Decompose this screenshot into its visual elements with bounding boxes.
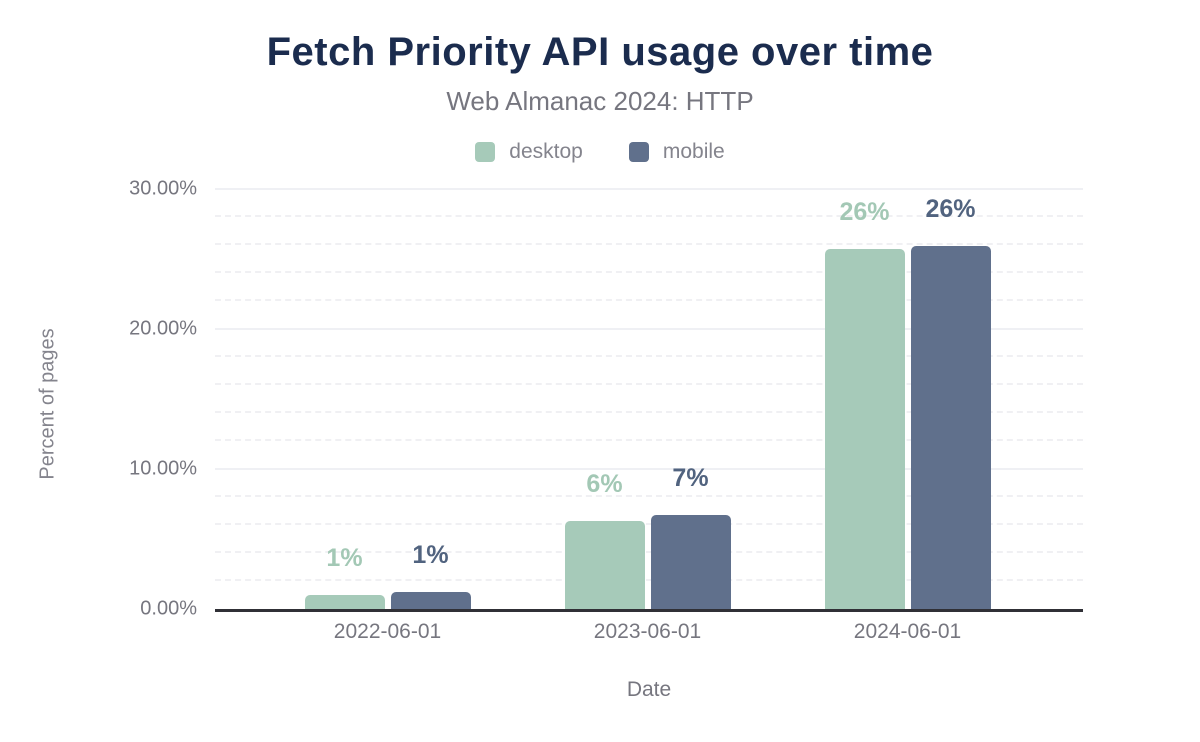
bar-value-label-desktop-2023-06-01: 6% xyxy=(586,469,623,498)
y-tick-label: 20.00% xyxy=(129,317,197,340)
gridline-minor xyxy=(215,215,1083,217)
gridline-minor xyxy=(215,243,1083,245)
bar-value-label-mobile-2022-06-01: 1% xyxy=(412,541,449,570)
bar-value-label-mobile-2024-06-01: 26% xyxy=(925,195,976,224)
legend-label-desktop: desktop xyxy=(509,140,583,163)
bar-mobile-2023-06-01[interactable] xyxy=(650,515,731,609)
bar-desktop-2024-06-01[interactable] xyxy=(824,249,905,609)
bar-desktop-2023-06-01[interactable] xyxy=(564,520,645,609)
y-tick-label: 10.00% xyxy=(129,457,197,480)
x-axis-title: Date xyxy=(626,678,672,701)
chart-title: Fetch Priority API usage over time xyxy=(266,30,934,74)
legend-swatch-desktop-icon xyxy=(475,142,496,162)
legend: desktop mobile xyxy=(0,140,1200,164)
x-tick-label-2023-06-01: 2023-06-01 xyxy=(593,620,702,643)
y-tick-label: 0.00% xyxy=(140,597,197,620)
legend-item-desktop[interactable]: desktop xyxy=(475,140,583,164)
legend-swatch-mobile-icon xyxy=(628,142,649,162)
x-tick-label-2022-06-01: 2022-06-01 xyxy=(333,620,442,643)
bar-value-label-desktop-2022-06-01: 1% xyxy=(326,544,363,572)
x-axis-ticks: 2022-06-01 2023-06-01 2024-06-01 xyxy=(215,620,1083,646)
legend-item-mobile[interactable]: mobile xyxy=(628,140,725,164)
legend-label-mobile: mobile xyxy=(662,140,725,163)
y-tick-label: 30.00% xyxy=(129,177,197,200)
bar-value-label-desktop-2024-06-01: 26% xyxy=(839,198,890,227)
x-tick-label-2024-06-01: 2024-06-01 xyxy=(853,620,962,643)
gridline-major xyxy=(215,188,1083,190)
bar-mobile-2022-06-01[interactable] xyxy=(390,592,471,609)
bar-mobile-2024-06-01[interactable] xyxy=(910,246,991,609)
plot-area: 1% 1% 6% 7% 26% 26% xyxy=(215,188,1083,612)
bar-desktop-2022-06-01[interactable] xyxy=(304,595,385,609)
bar-value-label-mobile-2023-06-01: 7% xyxy=(672,464,709,493)
chart-subtitle: Web Almanac 2024: HTTP xyxy=(446,86,754,116)
y-axis-ticks: 0.00% 10.00% 20.00% 30.00% xyxy=(0,178,197,620)
